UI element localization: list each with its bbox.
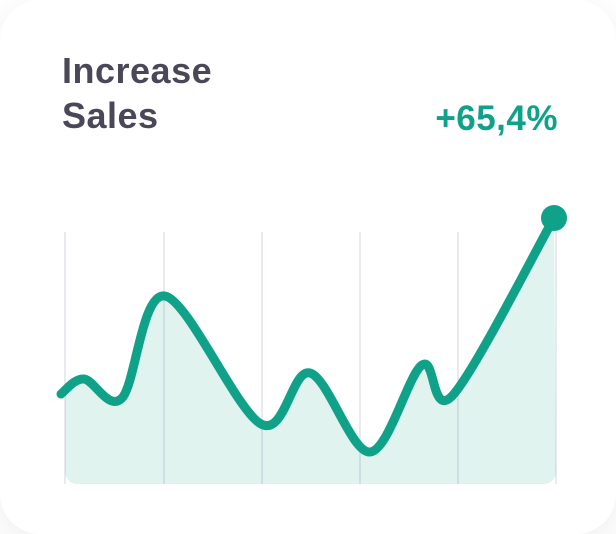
- delta-percentage-label: +65,4%: [435, 99, 558, 138]
- trend-line: [56, 213, 559, 457]
- page-title: Increase Sales: [62, 50, 213, 136]
- area-fill: [65, 218, 556, 484]
- end-point-dot: [541, 205, 567, 231]
- gridlines: [64, 232, 557, 484]
